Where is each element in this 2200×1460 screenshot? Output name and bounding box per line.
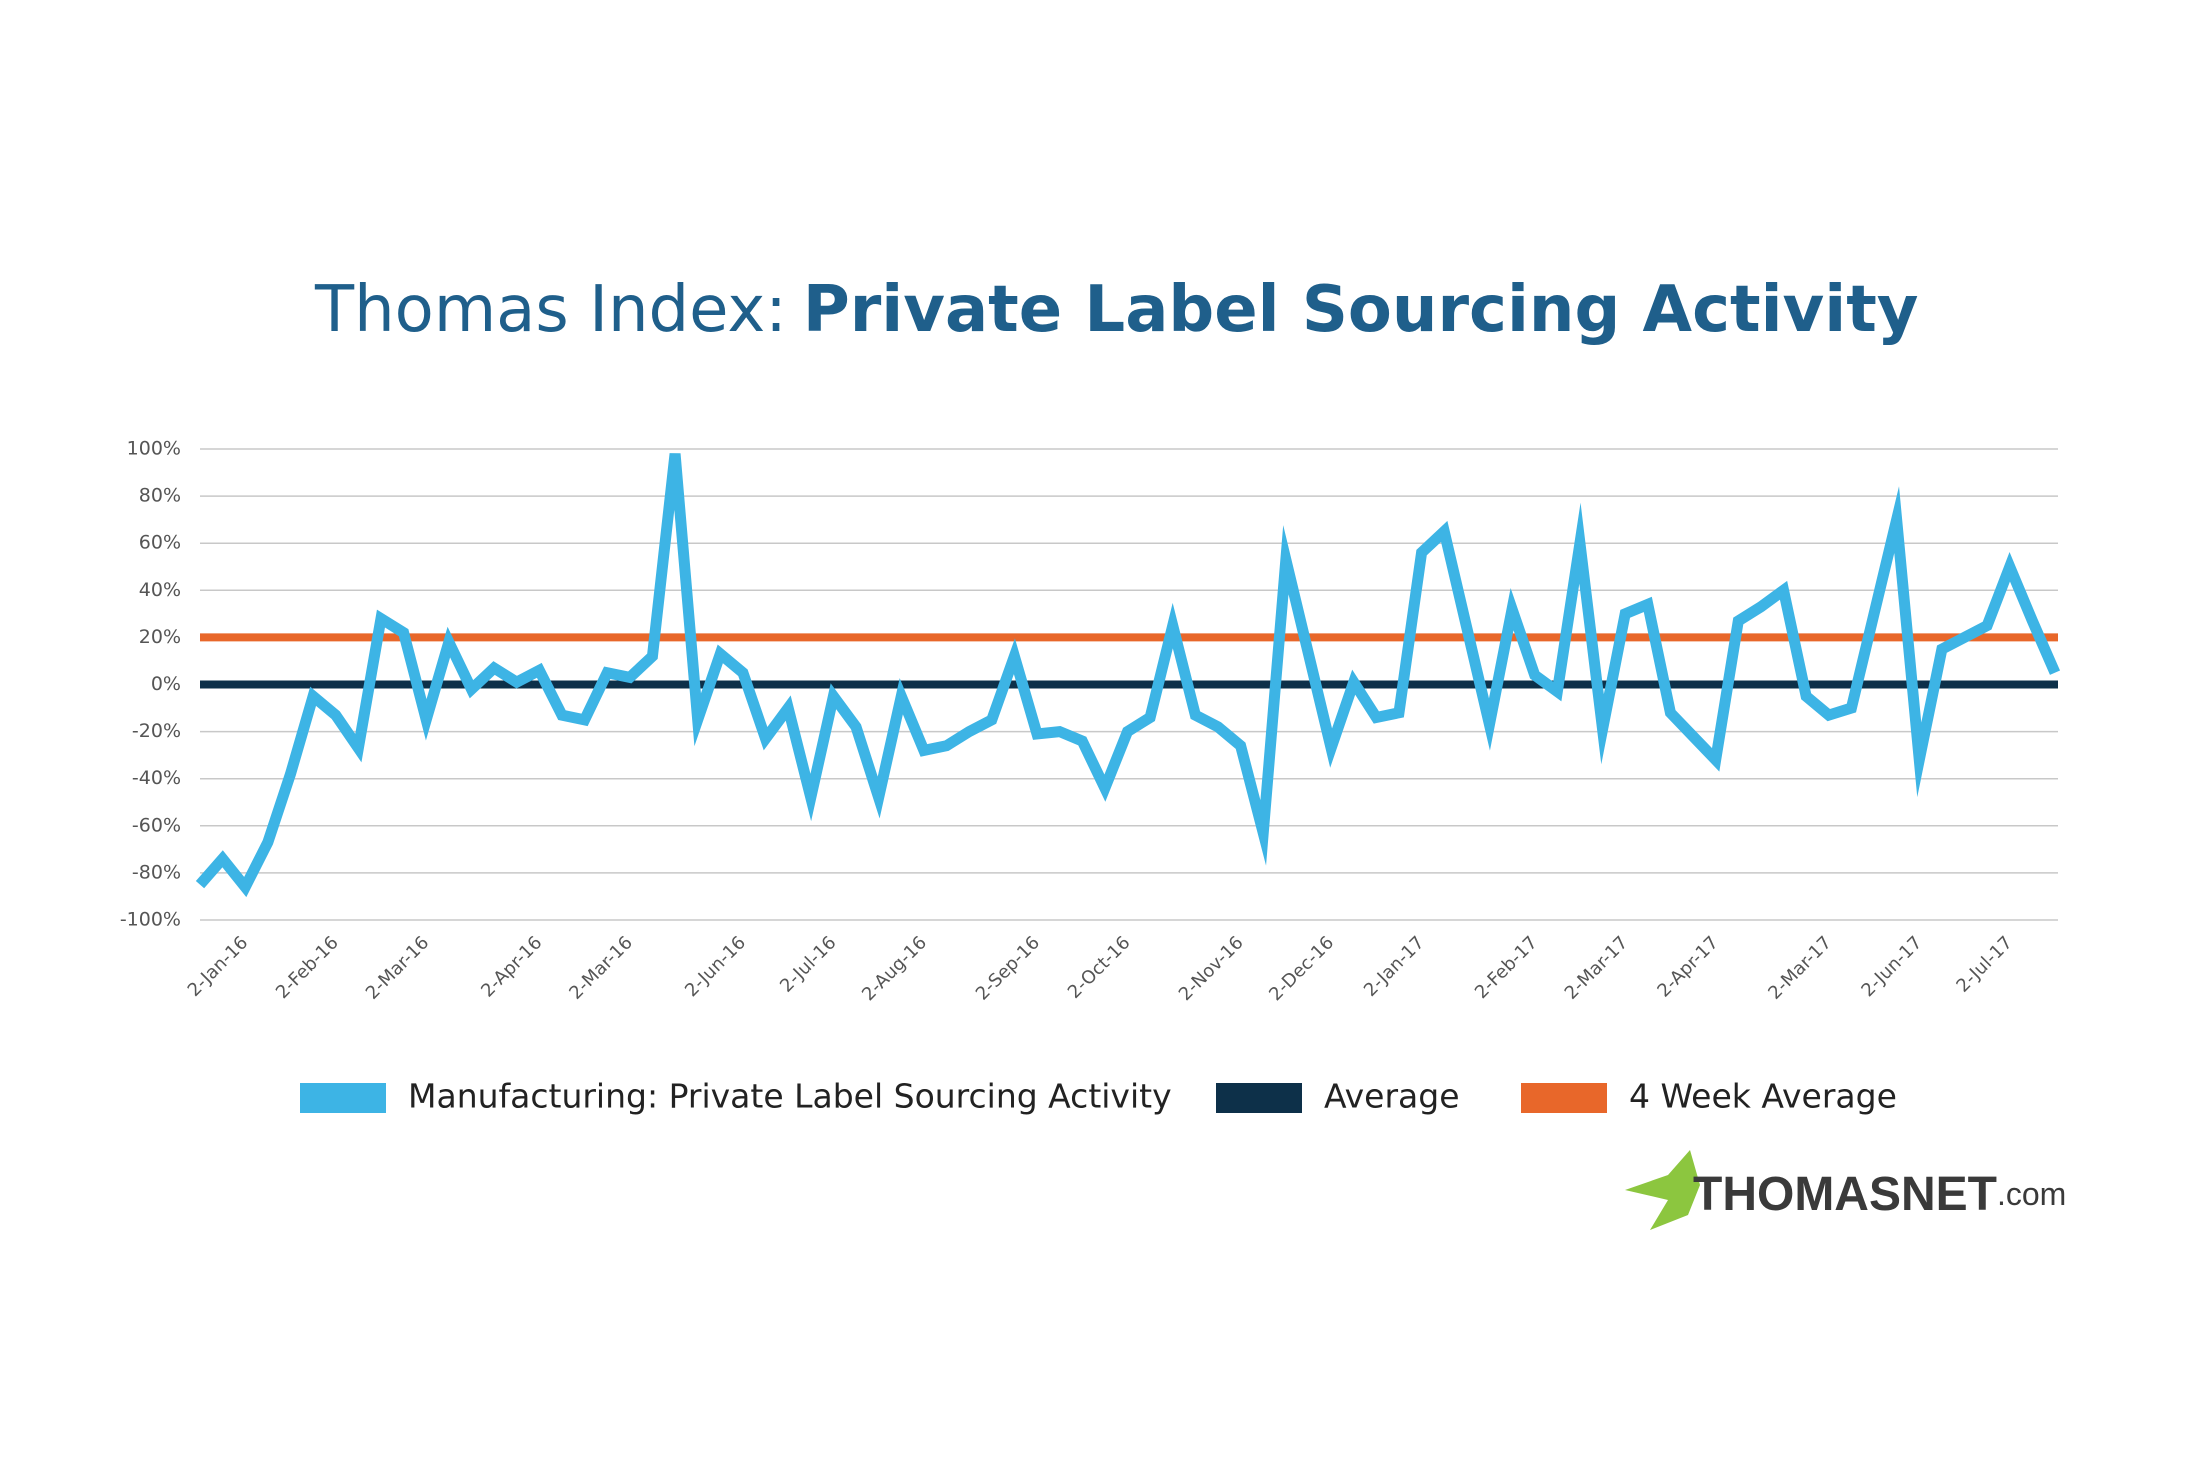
x-tick-label: 2-Jul-17 bbox=[1952, 932, 2016, 996]
x-tick-label: 2-Jan-16 bbox=[184, 932, 253, 1001]
x-tick-label: 2-Jun-16 bbox=[681, 932, 750, 1001]
logo-name: THOMASNET bbox=[1693, 1168, 1997, 1221]
x-tick-label: 2-Jul-16 bbox=[776, 932, 840, 996]
logo: THOMASNET.com bbox=[1625, 1150, 2066, 1230]
y-tick-label: 40% bbox=[139, 579, 181, 601]
y-tick-label: 0% bbox=[151, 673, 181, 695]
x-tick-label: 2-Apr-17 bbox=[1653, 932, 1722, 1001]
y-tick-label: -20% bbox=[132, 720, 181, 742]
legend-swatch bbox=[1216, 1083, 1302, 1113]
legend-label: Average bbox=[1324, 1077, 1460, 1116]
legend-item: Manufacturing: Private Label Sourcing Ac… bbox=[300, 1077, 1172, 1116]
y-tick-label: -40% bbox=[132, 767, 181, 789]
x-tick-label: 2-Dec-16 bbox=[1265, 932, 1338, 1005]
y-tick-label: 20% bbox=[139, 626, 181, 648]
x-tick-label: 2-Feb-17 bbox=[1471, 932, 1542, 1003]
title-main: Private Label Sourcing Activity bbox=[803, 273, 1919, 347]
x-tick-label: 2-Mar-16 bbox=[362, 932, 434, 1004]
x-tick-label: 2-Jun-17 bbox=[1857, 932, 1926, 1001]
y-tick-label: -100% bbox=[120, 909, 181, 931]
x-tick-label: 2-Mar-17 bbox=[1764, 932, 1836, 1004]
logo-suffix: .com bbox=[1997, 1176, 2066, 1212]
legend-swatch bbox=[1521, 1083, 1607, 1113]
legend-item: 4 Week Average bbox=[1521, 1077, 1897, 1116]
legend-label: Manufacturing: Private Label Sourcing Ac… bbox=[408, 1077, 1172, 1116]
x-tick-label: 2-Aug-16 bbox=[858, 932, 931, 1005]
legend-label: 4 Week Average bbox=[1629, 1077, 1897, 1116]
x-tick-label: 2-Apr-16 bbox=[477, 932, 546, 1001]
y-tick-label: 100% bbox=[127, 438, 181, 460]
y-tick-label: 60% bbox=[139, 532, 181, 554]
y-tick-label: -60% bbox=[132, 814, 181, 836]
title-lead: Thomas Index: bbox=[314, 273, 787, 347]
x-tick-label: 2-Oct-16 bbox=[1064, 932, 1135, 1003]
y-tick-label: -80% bbox=[132, 861, 181, 883]
legend-item: Average bbox=[1216, 1077, 1460, 1116]
x-tick-label: 2-Mar-17 bbox=[1561, 932, 1633, 1004]
x-tick-label: 2-Feb-16 bbox=[272, 932, 343, 1003]
x-tick-label: 2-Mar-16 bbox=[565, 932, 637, 1004]
x-tick-label: 2-Nov-16 bbox=[1175, 932, 1248, 1005]
legend-swatch bbox=[300, 1083, 386, 1113]
x-tick-label: 2-Sep-16 bbox=[972, 932, 1044, 1004]
y-tick-label: 80% bbox=[139, 485, 181, 507]
logo-text: THOMASNET.com bbox=[1693, 1168, 2066, 1221]
logo-arrow bbox=[1625, 1150, 1700, 1230]
chart-title: Thomas Index: Private Label Sourcing Acti… bbox=[314, 273, 1919, 347]
data-line bbox=[195, 453, 2061, 898]
x-tick-label: 2-Jan-17 bbox=[1360, 932, 1429, 1001]
